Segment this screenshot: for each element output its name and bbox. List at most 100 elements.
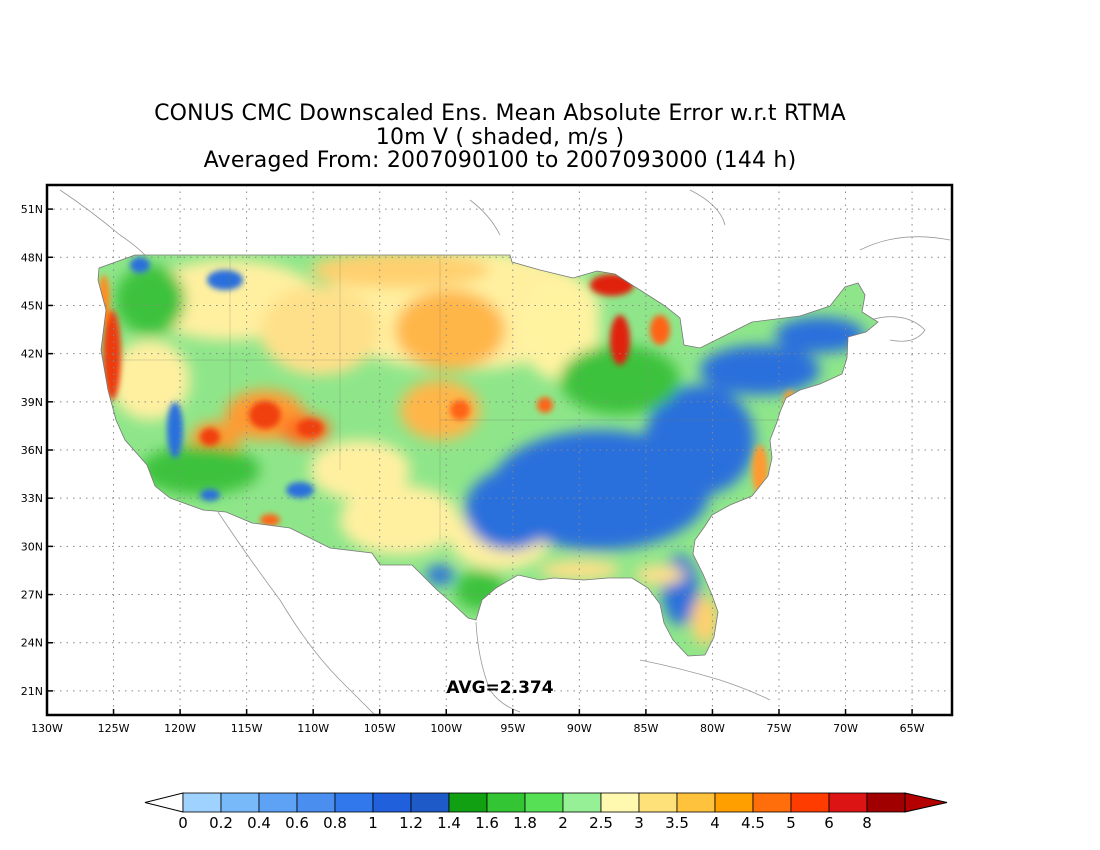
coast-labrador xyxy=(689,189,726,226)
colorbar-label: 1.8 xyxy=(513,814,537,832)
colorbar-label: 3.5 xyxy=(665,814,689,832)
field-patch xyxy=(207,270,243,290)
colorbar-label: 0.6 xyxy=(285,814,309,832)
colorbar-label: 0 xyxy=(178,814,188,832)
field-patch xyxy=(426,565,454,585)
map-title: CONUS CMC Downscaled Ens. Mean Absolute … xyxy=(100,102,900,173)
field-patch xyxy=(645,385,755,495)
field-patch xyxy=(310,440,410,500)
field-patch xyxy=(650,315,670,345)
lat-tick-label: 27N xyxy=(21,589,43,602)
colorbar-swatch xyxy=(562,792,602,813)
lat-tick-label: 51N xyxy=(21,203,43,216)
lat-tick-label: 21N xyxy=(21,685,43,698)
colorbar-swatch xyxy=(486,792,526,813)
field-patch xyxy=(310,255,490,288)
field-patch xyxy=(260,514,280,526)
colorbar-label: 0.8 xyxy=(323,814,347,832)
coast-nova-scotia xyxy=(869,316,926,342)
lon-tick-label: 85W xyxy=(633,722,658,735)
field-patch xyxy=(537,397,553,413)
colorbar-label: 1 xyxy=(368,814,378,832)
field-patch xyxy=(610,315,630,365)
coast-cuba xyxy=(639,659,771,701)
grid-lines xyxy=(47,185,952,715)
lon-tick-label: 75W xyxy=(767,722,792,735)
field-patch xyxy=(200,428,220,446)
colorbar-label: 1.6 xyxy=(475,814,499,832)
colorbar-label: 2 xyxy=(558,814,568,832)
colorbar-label: 0.2 xyxy=(209,814,233,832)
colorbar-label: 5 xyxy=(786,814,796,832)
colorbar: 0 0.2 0.4 0.6 0.8 1 1.2 1.4 1.6 1.8 2 2.5 3 3.5 4 4.5 5 6… xyxy=(144,792,948,832)
coast-mexico-gulf xyxy=(475,621,521,713)
field-patch xyxy=(450,400,470,420)
coast-hudson xyxy=(469,199,501,236)
field-patch xyxy=(775,317,865,353)
colorbar-swatch xyxy=(372,792,412,813)
lon-tick-label: 65W xyxy=(900,722,925,735)
coast-canada-west xyxy=(59,189,146,256)
lat-tick-label: 33N xyxy=(21,492,43,505)
state-boundaries xyxy=(100,255,780,540)
lon-tick-label: 90W xyxy=(567,722,592,735)
lat-tick-label: 36N xyxy=(21,444,43,457)
title-line-3: Averaged From: 2007090100 to 2007093000 … xyxy=(203,148,797,173)
lon-tick-label: 110W xyxy=(297,722,329,735)
field-patch xyxy=(115,265,185,335)
colorbar-over-triangle xyxy=(904,792,948,813)
average-label: AVG=2.374 xyxy=(446,678,553,698)
colorbar-under-triangle xyxy=(144,792,184,813)
colorbar-swatch xyxy=(258,792,298,813)
field-patch xyxy=(395,290,505,370)
colorbar-label: 4 xyxy=(710,814,720,832)
field-patch xyxy=(286,482,314,498)
colorbar-swatch xyxy=(714,792,754,813)
coast-baja-mexico xyxy=(217,511,376,715)
conus-outline xyxy=(97,254,879,657)
field-patch xyxy=(340,485,460,555)
lat-tick-labels: 21N 24N 27N 30N 33N 36N 39N 42N 45N 48N 51N xyxy=(21,203,53,698)
colorbar-swatch xyxy=(638,792,678,813)
colorbar-label: 8 xyxy=(862,814,872,832)
lon-tick-label: 95W xyxy=(500,722,525,735)
field-patch xyxy=(167,402,183,458)
lon-tick-labels: 130W 125W 120W 115W 110W 105W 100W 95W 90W 85W 80W… xyxy=(31,709,925,735)
coastlines-outside xyxy=(59,189,951,715)
colorbar-swatch xyxy=(866,792,906,813)
colorbar-label: 4.5 xyxy=(741,814,765,832)
lon-tick-label: 80W xyxy=(700,722,725,735)
colorbar-swatch xyxy=(790,792,830,813)
lon-tick-label: 125W xyxy=(98,722,130,735)
field-patch xyxy=(249,401,281,429)
lon-tick-label: 115W xyxy=(231,722,263,735)
lat-tick-label: 30N xyxy=(21,540,43,553)
lon-tick-label: 70W xyxy=(833,722,858,735)
colorbar-swatch xyxy=(448,792,488,813)
colorbar-swatch xyxy=(334,792,374,813)
lon-tick-label: 105W xyxy=(364,722,396,735)
title-line-1: CONUS CMC Downscaled Ens. Mean Absolute … xyxy=(154,101,846,126)
field-patch xyxy=(540,560,620,580)
colorbar-swatch xyxy=(524,792,564,813)
colorbar-label: 0.4 xyxy=(247,814,271,832)
field-patch xyxy=(200,489,220,501)
colorbar-label: 1.4 xyxy=(437,814,461,832)
lat-tick-label: 39N xyxy=(21,396,43,409)
lat-tick-label: 48N xyxy=(21,251,43,264)
colorbar-label: 2.5 xyxy=(589,814,613,832)
colorbar-swatch xyxy=(296,792,336,813)
colorbar-label: 3 xyxy=(634,814,644,832)
lat-tick-label: 42N xyxy=(21,348,43,361)
lat-tick-label: 24N xyxy=(21,637,43,650)
colorbar-label: 6 xyxy=(824,814,834,832)
coast-quebec xyxy=(859,236,951,251)
lon-tick-label: 130W xyxy=(31,722,63,735)
title-line-2: 10m V ( shaded, m/s ) xyxy=(375,124,625,150)
colorbar-swatch xyxy=(410,792,450,813)
field-patch xyxy=(465,470,555,550)
lon-tick-label: 120W xyxy=(164,722,196,735)
field-patch xyxy=(297,419,323,437)
field-patch xyxy=(260,285,380,375)
